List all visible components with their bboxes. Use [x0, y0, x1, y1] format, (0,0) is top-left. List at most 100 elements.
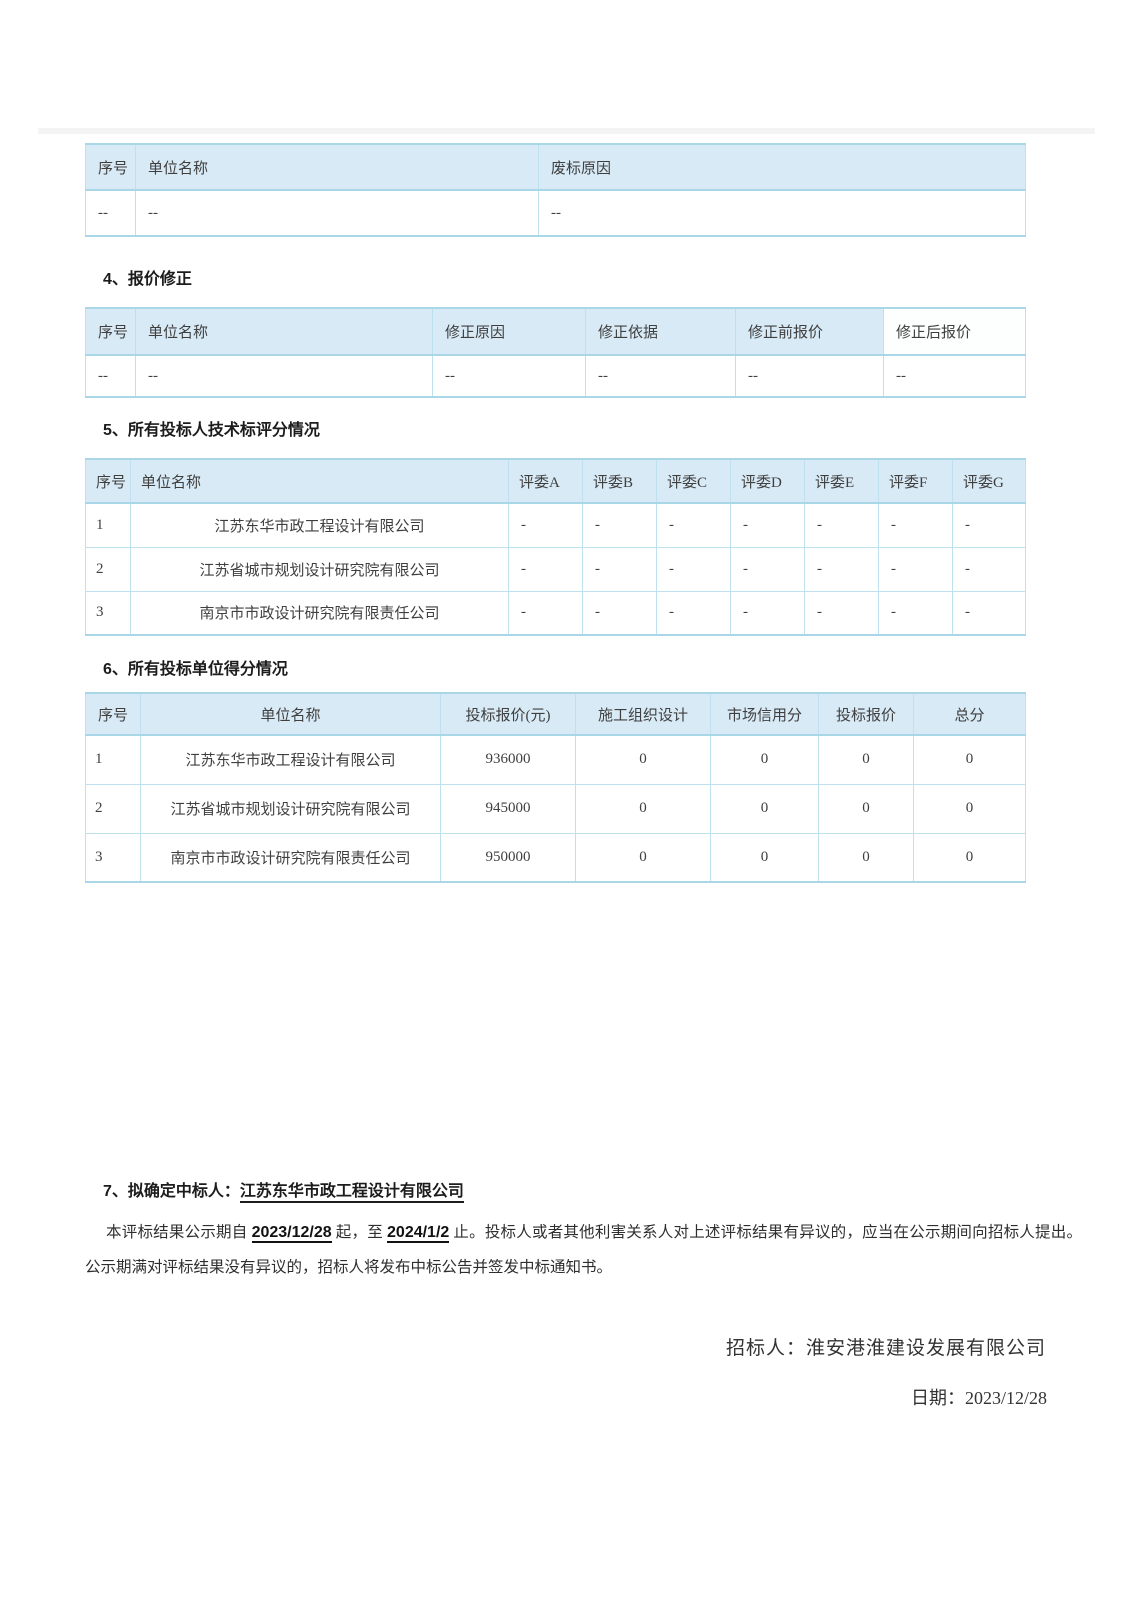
column-header: 修正原因 — [432, 307, 586, 356]
table-cell: - — [582, 590, 657, 636]
table-cell: - — [582, 502, 657, 548]
table-cell: 江苏省城市规划设计研究院有限公司 — [140, 783, 441, 834]
column-header: 废标原因 — [538, 143, 1026, 191]
table-cell: 3 — [85, 590, 131, 636]
table-cell: -- — [432, 354, 586, 398]
table-cell: 0 — [913, 734, 1026, 785]
table-cell: - — [656, 590, 731, 636]
section-heading-total-scores: 6、所有投标单位得分情况 — [103, 661, 288, 678]
table-cell: - — [878, 590, 953, 636]
table-cell: 南京市市政设计研究院有限责任公司 — [130, 590, 509, 636]
table-cell: -- — [735, 354, 884, 398]
invalid-bids-table: 序号 单位名称 废标原因 -- -- -- — [85, 143, 1026, 237]
table-cell: - — [656, 502, 731, 548]
price-correction-table: 序号 单位名称 修正原因 修正依据 修正前报价 修正后报价 -- -- -- -- -- -- — [85, 307, 1026, 398]
column-header: 投标报价(元) — [440, 692, 576, 736]
table-cell: 南京市市政设计研究院有限责任公司 — [140, 832, 441, 883]
table-cell: - — [804, 546, 879, 592]
notice-start-date: 2023/12/28 — [251, 1224, 332, 1243]
table-row: 3 南京市市政设计研究院有限责任公司 - - - - - - - — [85, 590, 1026, 636]
table-cell: 0 — [818, 832, 914, 883]
table-cell: 0 — [575, 734, 711, 785]
table-cell: -- — [585, 354, 736, 398]
table-cell: 0 — [710, 734, 819, 785]
table-cell: - — [878, 502, 953, 548]
table-cell: 0 — [913, 783, 1026, 834]
notice-text-1: 本评标结果公示期自 — [106, 1224, 252, 1241]
column-header: 评委B — [582, 458, 657, 504]
table-row: 1 江苏东华市政工程设计有限公司 - - - - - - - — [85, 502, 1026, 548]
notice-text-2: 起，至 — [331, 1224, 388, 1241]
table-row: 3 南京市市政设计研究院有限责任公司 950000 0 0 0 0 — [85, 832, 1026, 883]
column-header: 施工组织设计 — [575, 692, 711, 736]
table-cell: - — [804, 502, 879, 548]
signature-date: 日期：2023/12/28 — [910, 1388, 1047, 1408]
table-cell: 950000 — [440, 832, 576, 883]
notice-text-3: 止。投标人或者其他利害关系人对上述评标结果有异议的，应当在公示期间向招标人提出。… — [85, 1224, 1082, 1276]
public-notice-paragraph: 本评标结果公示期自 2023/12/28 起，至 2024/1/2 止。投标人或… — [85, 1215, 1082, 1285]
table-cell: - — [730, 546, 805, 592]
column-header: 市场信用分 — [710, 692, 819, 736]
table-cell: 0 — [818, 783, 914, 834]
column-header: 单位名称 — [135, 143, 539, 191]
table-cell: -- — [135, 189, 539, 237]
table-header-row: 序号 单位名称 废标原因 — [85, 143, 1026, 191]
column-header: 序号 — [85, 692, 141, 736]
table-cell: - — [730, 502, 805, 548]
table-cell: 3 — [85, 832, 141, 883]
section-heading-winner: 7、拟确定中标人：江苏东华市政工程设计有限公司 — [103, 1177, 464, 1203]
page-top-divider — [38, 128, 1095, 134]
column-header: 序号 — [85, 307, 136, 356]
winner-company-name: 江苏东华市政工程设计有限公司 — [239, 1183, 464, 1203]
table-cell: -- — [883, 354, 1026, 398]
table-cell: -- — [135, 354, 433, 398]
column-header: 评委F — [878, 458, 953, 504]
table-cell: - — [582, 546, 657, 592]
table-cell: -- — [538, 189, 1026, 237]
table-cell: 2 — [85, 546, 131, 592]
table-cell: - — [508, 590, 583, 636]
table-cell: - — [878, 546, 953, 592]
table-cell: - — [730, 590, 805, 636]
table-cell: -- — [85, 189, 136, 237]
table-cell: 1 — [85, 734, 141, 785]
table-cell: 0 — [913, 832, 1026, 883]
table-cell: 0 — [818, 734, 914, 785]
table-cell: 0 — [710, 832, 819, 883]
table-cell: - — [952, 502, 1026, 548]
notice-end-date: 2024/1/2 — [387, 1224, 450, 1243]
column-header: 总分 — [913, 692, 1026, 736]
table-cell: - — [952, 590, 1026, 636]
table-cell: - — [508, 502, 583, 548]
column-header: 单位名称 — [140, 692, 441, 736]
table-cell: 936000 — [440, 734, 576, 785]
column-header: 序号 — [85, 458, 131, 504]
table-cell: 1 — [85, 502, 131, 548]
table-cell: 0 — [575, 832, 711, 883]
column-header: 单位名称 — [135, 307, 433, 356]
table-cell: - — [804, 590, 879, 636]
column-header: 评委G — [952, 458, 1026, 504]
winner-label: 7、拟确定中标人： — [103, 1183, 240, 1200]
column-header: 修正前报价 — [735, 307, 884, 356]
column-header: 单位名称 — [130, 458, 509, 504]
table-cell: - — [656, 546, 731, 592]
column-header: 评委C — [656, 458, 731, 504]
table-cell: 945000 — [440, 783, 576, 834]
section-heading-price-correction: 4、报价修正 — [103, 271, 192, 288]
table-header-row: 序号 单位名称 投标报价(元) 施工组织设计 市场信用分 投标报价 总分 — [85, 692, 1026, 736]
column-header: 修正依据 — [585, 307, 736, 356]
table-cell: 江苏东华市政工程设计有限公司 — [130, 502, 509, 548]
table-row: -- -- -- — [85, 189, 1026, 237]
section-heading-technical-scores: 5、所有投标人技术标评分情况 — [103, 422, 320, 439]
table-cell: 江苏东华市政工程设计有限公司 — [140, 734, 441, 785]
column-header: 投标报价 — [818, 692, 914, 736]
table-cell: 0 — [575, 783, 711, 834]
column-header: 评委E — [804, 458, 879, 504]
table-cell: 0 — [710, 783, 819, 834]
table-row: 2 江苏省城市规划设计研究院有限公司 - - - - - - - — [85, 546, 1026, 592]
table-row: 2 江苏省城市规划设计研究院有限公司 945000 0 0 0 0 — [85, 783, 1026, 834]
table-header-row: 序号 单位名称 评委A 评委B 评委C 评委D 评委E 评委F 评委G — [85, 458, 1026, 504]
column-header: 序号 — [85, 143, 136, 191]
